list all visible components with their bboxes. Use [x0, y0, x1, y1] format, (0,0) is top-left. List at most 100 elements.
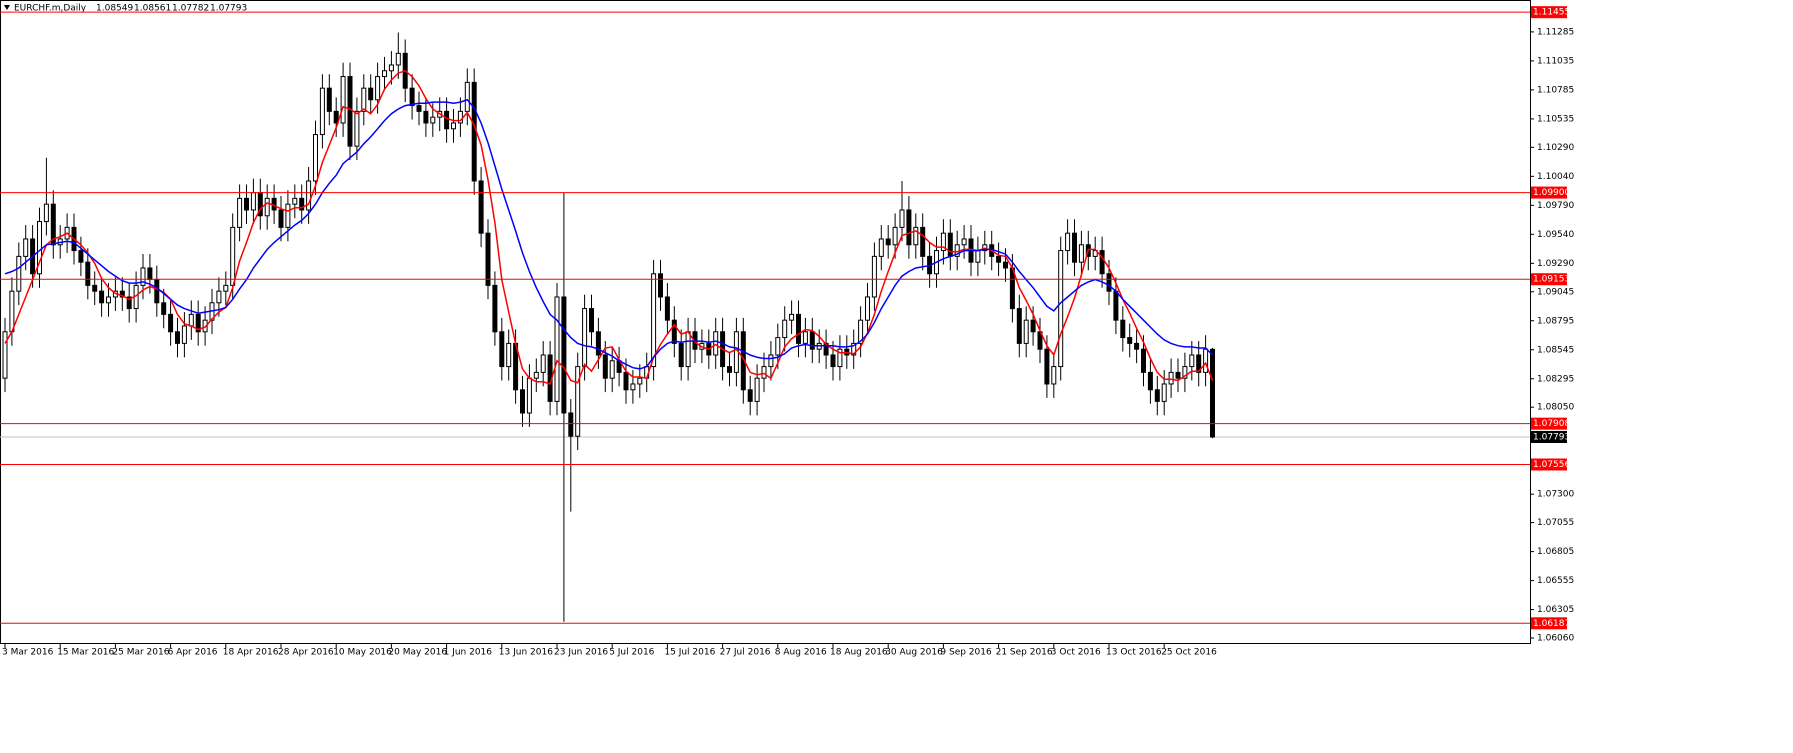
candle-body	[899, 209, 905, 228]
candle-body	[444, 110, 450, 130]
candle-body	[368, 87, 374, 101]
candle-body	[195, 313, 201, 333]
x-tick-label: 15 Mar 2016	[57, 648, 114, 658]
candle-body	[188, 313, 194, 327]
level-label-box	[1531, 6, 1567, 19]
x-tick-label: 25 Mar 2016	[112, 648, 169, 658]
candle-body	[140, 267, 146, 286]
x-tick-label: 30 Aug 2016	[885, 648, 943, 658]
x-tick-label: 1 Jun 2016	[444, 648, 493, 658]
candle-body	[802, 331, 808, 344]
y-tick-label: 1.11035	[1537, 56, 1574, 66]
candle-body	[913, 226, 919, 246]
candle-body	[940, 232, 946, 252]
level-label: 1.06187	[1533, 619, 1570, 629]
x-tick-label: 5 Jul 2016	[609, 648, 654, 658]
current-price-box	[1531, 430, 1567, 443]
candle-body	[85, 261, 91, 286]
ma-line	[4, 69, 1214, 385]
candle-body	[375, 76, 381, 101]
level-label: 1.07908	[1533, 419, 1570, 429]
candle-body	[947, 232, 953, 257]
header-high: 1.08561	[134, 4, 171, 14]
x-tick-label: 10 May 2016	[333, 648, 392, 658]
candle-body	[16, 255, 22, 292]
candle-body	[78, 250, 84, 263]
level-label-box	[1531, 458, 1567, 471]
header-open: 1.08549	[96, 4, 133, 14]
candle-body	[264, 197, 270, 217]
candle-body	[878, 238, 884, 257]
candle-body	[789, 313, 795, 321]
candle-body	[727, 366, 732, 373]
ma-line	[4, 98, 1214, 370]
candle-body	[996, 255, 1002, 263]
header-low: 1.07782	[172, 4, 209, 14]
y-tick-label: 1.06305	[1537, 605, 1574, 615]
level-label-box	[1531, 186, 1567, 199]
y-tick-label: 1.09540	[1537, 230, 1574, 240]
candle-body	[602, 354, 608, 379]
x-tick-label: 25 Oct 2016	[1161, 648, 1217, 658]
candle-body	[416, 105, 422, 112]
candle-body	[1210, 348, 1215, 438]
candle-body	[230, 226, 236, 286]
y-tick-label: 1.10785	[1537, 85, 1574, 95]
candle-body	[333, 110, 339, 124]
x-tick-label: 8 Aug 2016	[775, 648, 827, 658]
candle-body	[975, 250, 981, 263]
candle-body	[161, 302, 167, 315]
candle-body	[1030, 319, 1036, 333]
candle-body	[1058, 250, 1064, 368]
candle-body	[1072, 232, 1077, 263]
candle-body	[1051, 366, 1057, 385]
candle-body	[768, 354, 774, 368]
candle-body	[540, 354, 546, 373]
x-tick-label: 20 May 2016	[388, 648, 447, 658]
candle-body	[671, 319, 677, 344]
x-tick-label: 3 Oct 2016	[1051, 648, 1101, 658]
candle-body	[837, 348, 843, 368]
candle-body	[382, 70, 387, 78]
candle-body	[1182, 366, 1188, 379]
candle-body	[609, 360, 615, 379]
candle-body	[313, 134, 318, 182]
x-tick-label: 27 Jul 2016	[720, 648, 771, 658]
candle-body	[526, 377, 532, 414]
candle-body	[740, 331, 746, 391]
x-tick-label: 18 Aug 2016	[830, 648, 888, 658]
level-label: 1.09153	[1533, 275, 1570, 285]
candle-body	[326, 87, 332, 112]
candle-body	[561, 296, 567, 414]
candle-body	[388, 64, 394, 72]
candle-body	[499, 331, 505, 368]
candle-body	[595, 331, 601, 356]
candle-body	[464, 81, 470, 112]
y-tick-label: 1.09790	[1537, 201, 1574, 211]
candle-body	[961, 238, 967, 246]
candle-body	[168, 313, 174, 333]
x-tick-label: 3 Mar 2016	[2, 648, 54, 658]
y-tick-label: 1.06555	[1537, 576, 1574, 586]
candle-body	[796, 313, 801, 344]
candle-body	[1078, 244, 1084, 263]
candle-body	[126, 296, 132, 310]
candle-body	[99, 290, 105, 304]
x-tick-label: 28 Apr 2016	[278, 648, 334, 658]
candle-body	[809, 331, 815, 350]
candle-body	[1127, 337, 1133, 344]
y-tick-label: 1.08795	[1537, 316, 1574, 326]
candle-body	[754, 377, 760, 402]
candle-body	[50, 203, 56, 246]
candle-body	[250, 192, 256, 211]
candle-body	[761, 366, 767, 379]
candle-body	[9, 290, 15, 333]
y-tick-label: 1.07300	[1537, 490, 1574, 500]
candle-body	[506, 342, 512, 368]
candle-body	[589, 308, 594, 333]
candle-body	[1161, 383, 1167, 402]
level-label-box	[1531, 417, 1567, 430]
candle-body	[630, 383, 636, 391]
candle-body	[920, 226, 926, 257]
